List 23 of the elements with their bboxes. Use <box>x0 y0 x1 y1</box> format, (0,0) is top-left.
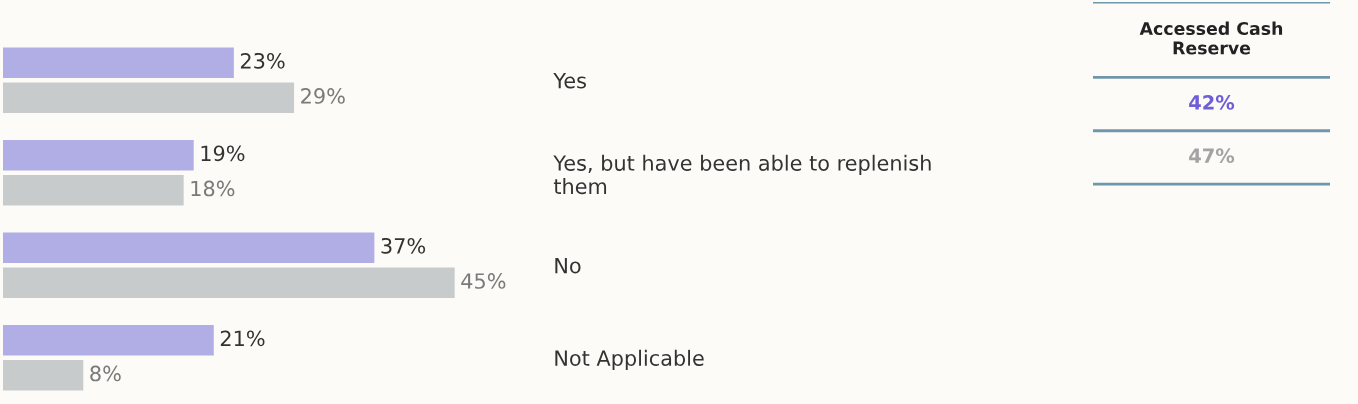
bar <box>3 47 234 78</box>
data-label: 37% <box>381 237 426 254</box>
text: 47% <box>1189 148 1235 164</box>
data-label: 19% <box>201 145 245 162</box>
y-tick-label: Yes <box>553 72 586 89</box>
bar <box>3 360 84 391</box>
data-label: 21% <box>220 330 265 347</box>
bar <box>3 324 214 356</box>
bar <box>3 82 295 114</box>
data-label: 45% <box>461 273 506 289</box>
text: Accessed Cash Reserve <box>1139 21 1283 55</box>
text: 42% <box>1189 95 1235 110</box>
bar <box>3 139 194 171</box>
bar <box>3 232 375 263</box>
y-tick-label: Not Applicable <box>555 349 704 370</box>
y-tick-label: No <box>555 257 581 274</box>
y-tick-label: Yes, but have been able to replenish them <box>553 154 931 195</box>
data-label: 18% <box>191 180 235 197</box>
data-label: 29% <box>301 88 345 104</box>
data-label: 23% <box>240 52 285 69</box>
bar <box>3 267 455 299</box>
bar <box>3 175 184 206</box>
data-label: 8% <box>90 365 121 382</box>
